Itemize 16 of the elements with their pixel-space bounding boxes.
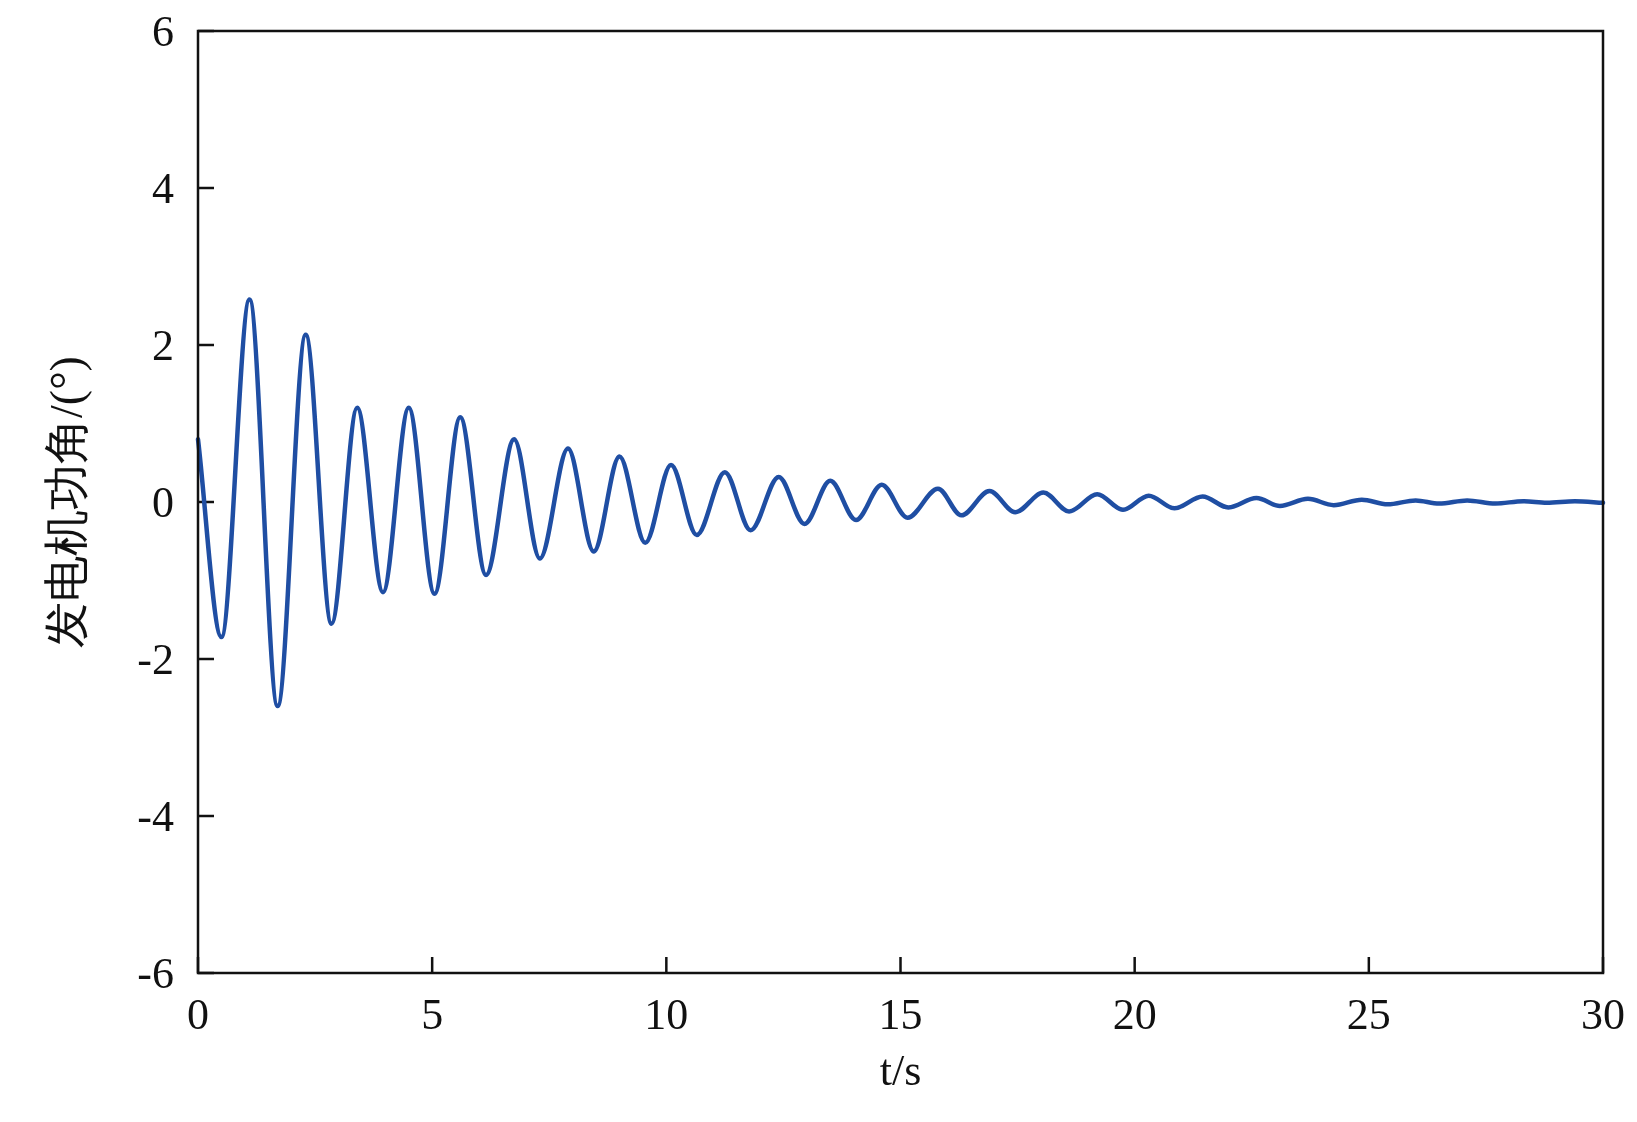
y-tick-label: 0 [152,478,174,527]
x-tick-label: 20 [1112,990,1157,1039]
x-tick-label: 10 [644,990,689,1039]
x-tick-label: 25 [1346,990,1391,1039]
y-tick-label: -6 [137,949,174,998]
y-axis-title: 发电机功角/(°) [41,356,92,648]
x-tick-label: 5 [421,990,444,1039]
x-tick-label: 30 [1581,990,1625,1039]
x-tick-label: 0 [187,990,209,1039]
y-tick-label: -4 [137,792,174,841]
x-axis-title: t/s [879,1046,922,1095]
x-tick-label: 15 [878,990,923,1039]
y-tick-label: 4 [152,164,174,213]
y-tick-label: 6 [152,7,174,56]
y-tick-label: 2 [152,321,174,370]
y-tick-label: -2 [137,635,174,684]
